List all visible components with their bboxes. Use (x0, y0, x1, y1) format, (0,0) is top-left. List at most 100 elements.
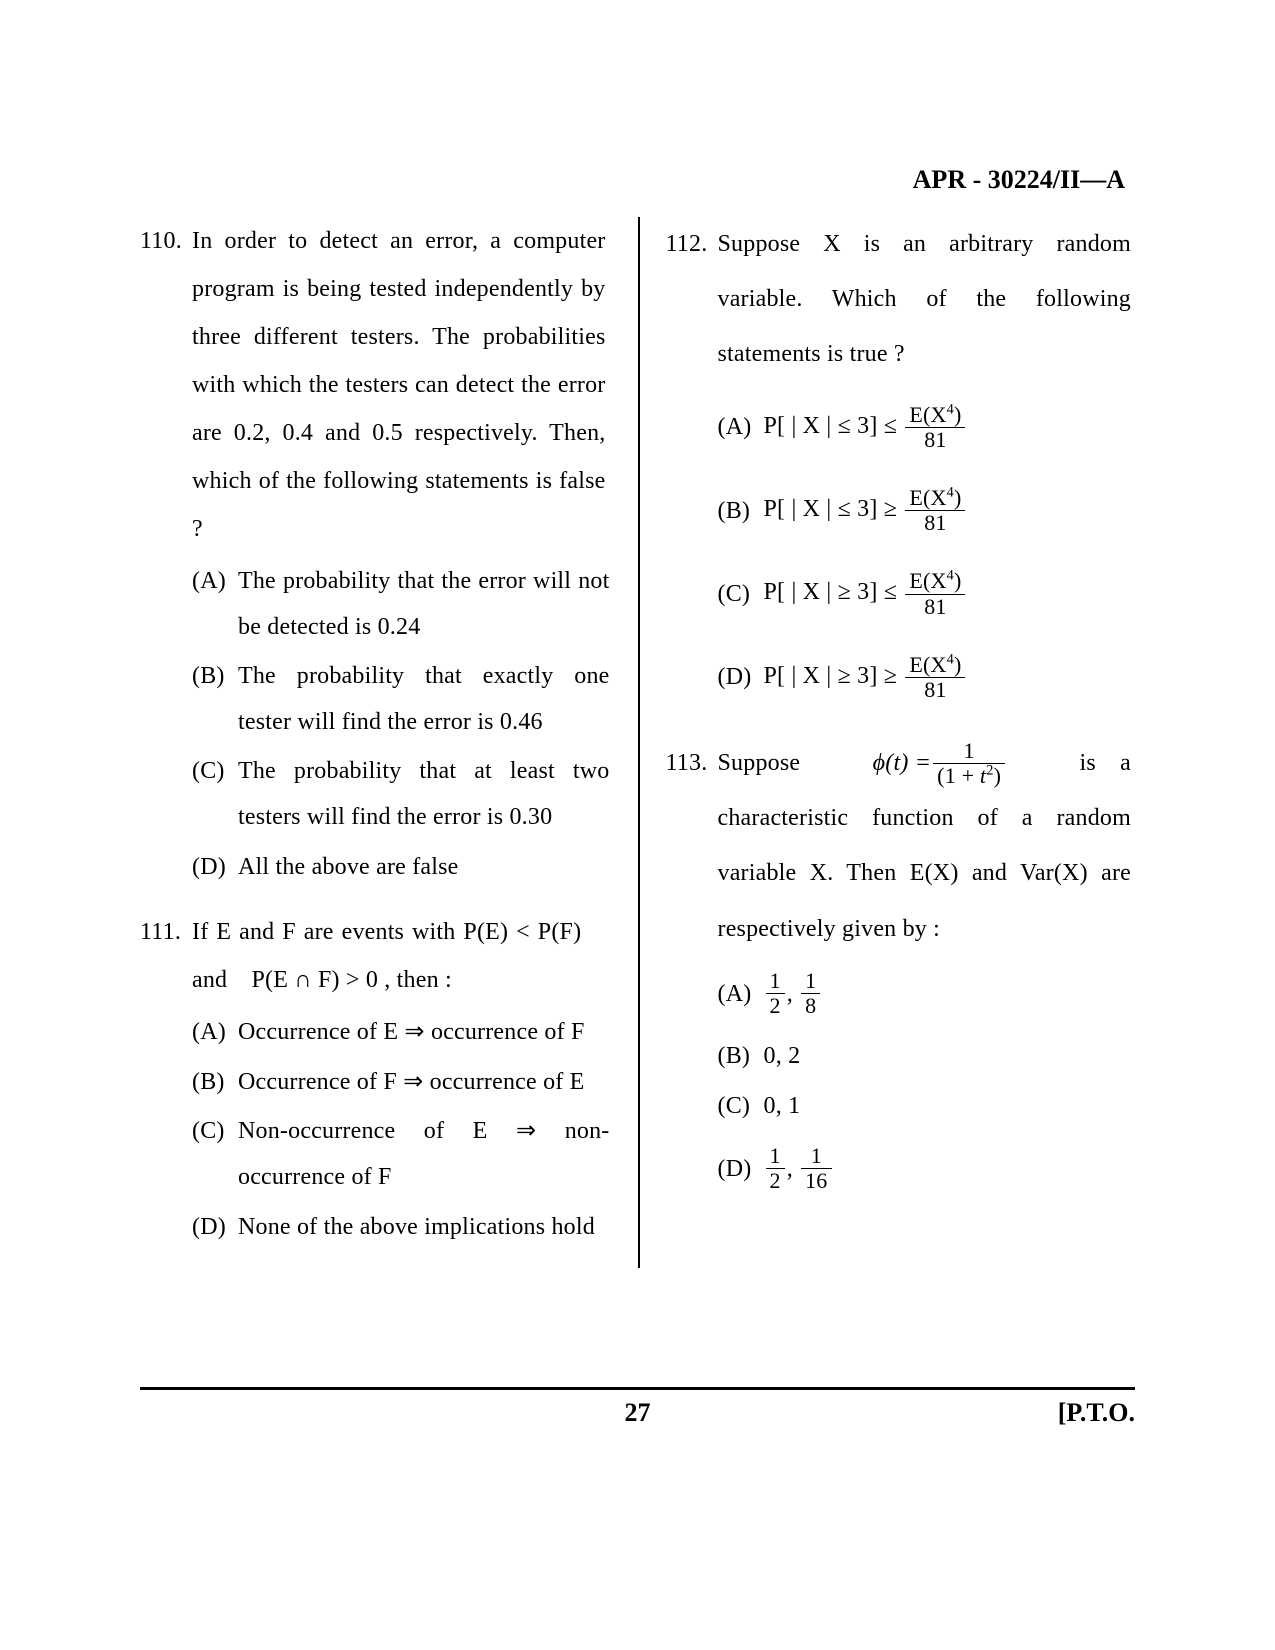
option-label: (D) (718, 1157, 764, 1181)
denominator: 81 (905, 678, 965, 702)
option-label: (A) (192, 1010, 238, 1056)
fraction: E(X4)81 (905, 403, 965, 452)
option-112-B[interactable]: (B) P[ | X | ≤ 3] ≥ E(X4)81 (718, 486, 1136, 535)
question-110: 110.In order to detect an error, a compu… (140, 217, 610, 890)
option-111-D[interactable]: (D) None of the above implications hold (192, 1205, 610, 1251)
question-number: 112. (666, 217, 718, 272)
numerator: 1 (801, 969, 820, 994)
phi-lhs: ϕ(t) = (873, 736, 932, 791)
is-a-text: is a (1080, 736, 1131, 791)
math-lhs: P[ | X | ≤ 3] ≥ (764, 496, 898, 522)
paper-code-header: APR - 30224/II—A (140, 165, 1135, 195)
fraction: E(X4)81 (905, 569, 965, 618)
numerator: E(X4) (905, 569, 965, 594)
denominator: 2 (766, 994, 785, 1018)
question-number: 111. (140, 908, 192, 956)
q113-rest: characteristic function of a random vari… (718, 805, 1132, 941)
option-text: The probability that the error will not … (238, 559, 610, 650)
option-label: (B) (192, 1060, 238, 1106)
option-label: (D) (718, 665, 764, 689)
question-number: 113. (666, 736, 718, 791)
option-text: All the above are false (238, 845, 610, 891)
denominator: 81 (905, 595, 965, 619)
column-divider (638, 217, 640, 1268)
option-110-A[interactable]: (A) The probability that the error will … (192, 559, 610, 650)
option-math: P[ | X | ≥ 3] ≤ E(X4)81 (764, 569, 1136, 618)
numerator: E(X4) (905, 486, 965, 511)
option-111-C[interactable]: (C) Non-occurrence of E ⇒ non-occurrence… (192, 1109, 610, 1200)
denominator: (1 + t2) (933, 764, 1005, 788)
option-110-D[interactable]: (D) All the above are false (192, 845, 610, 891)
option-112-A[interactable]: (A) P[ | X | ≤ 3] ≤ E(X4)81 (718, 403, 1136, 452)
options-110: (A) The probability that the error will … (192, 559, 610, 890)
option-label: (D) (192, 1205, 238, 1251)
option-label: (B) (718, 499, 764, 523)
option-math: P[ | X | ≥ 3] ≥ E(X4)81 (764, 653, 1136, 702)
numerator: 1 (933, 739, 1005, 764)
option-label: (A) (718, 982, 764, 1006)
question-text: In order to detect an error, a computer … (192, 217, 606, 553)
question-number: 110. (140, 217, 192, 265)
option-110-C[interactable]: (C) The probability that at least two te… (192, 749, 610, 840)
math-lhs: P[ | X | ≥ 3] ≤ (764, 580, 898, 606)
option-text: Occurrence of F ⇒ occurrence of E (238, 1060, 610, 1106)
option-text: 0, 1 (764, 1094, 1136, 1118)
option-113-A[interactable]: (A) 12 , 18 (718, 969, 1136, 1018)
option-110-B[interactable]: (B) The probability that exactly one tes… (192, 654, 610, 745)
math-lhs: P[ | X | ≤ 3] ≤ (764, 413, 898, 439)
denominator: 2 (766, 1169, 785, 1193)
numerator: E(X4) (905, 653, 965, 678)
fraction: 1(1 + t2) (933, 739, 1005, 788)
option-text: Non-occurrence of E ⇒ non-occurrence of … (238, 1109, 610, 1200)
option-text: Occurrence of E ⇒ occurrence of F (238, 1010, 610, 1056)
fraction: 12 (766, 1144, 785, 1193)
question-111: 111.If E and F are events with P(E) < P(… (140, 908, 610, 1250)
option-label: (C) (192, 1109, 238, 1200)
option-label: (C) (718, 1094, 764, 1118)
option-label: (C) (192, 749, 238, 840)
comma: , (787, 982, 799, 1006)
option-111-B[interactable]: (B) Occurrence of F ⇒ occurrence of E (192, 1060, 610, 1106)
phi-expr: ϕ(t) = 1(1 + t2) (873, 736, 1007, 791)
question-text: Suppose ϕ(t) = 1(1 + t2) is a characteri… (718, 736, 1132, 957)
option-math: 12 , 18 (764, 969, 1136, 1018)
option-math: P[ | X | ≤ 3] ≥ E(X4)81 (764, 486, 1136, 535)
fraction: 116 (801, 1144, 831, 1193)
numerator: 1 (766, 1144, 785, 1169)
option-113-B[interactable]: (B) 0, 2 (718, 1044, 1136, 1068)
option-text: 0, 2 (764, 1044, 1136, 1068)
options-112: (A) P[ | X | ≤ 3] ≤ E(X4)81 (B) P[ | X |… (718, 403, 1136, 703)
option-label: (C) (718, 582, 764, 606)
option-112-C[interactable]: (C) P[ | X | ≥ 3] ≤ E(X4)81 (718, 569, 1136, 618)
fraction: E(X4)81 (905, 486, 965, 535)
option-math: P[ | X | ≤ 3] ≤ E(X4)81 (764, 403, 1136, 452)
denominator: 8 (801, 994, 820, 1018)
option-112-D[interactable]: (D) P[ | X | ≥ 3] ≥ E(X4)81 (718, 653, 1136, 702)
options-111: (A) Occurrence of E ⇒ occurrence of F (B… (192, 1010, 610, 1250)
fraction: 18 (801, 969, 820, 1018)
exam-page: APR - 30224/II—A 110.In order to detect … (0, 0, 1275, 1650)
option-113-D[interactable]: (D) 12 , 116 (718, 1144, 1136, 1193)
suppose-text: Suppose (718, 736, 801, 791)
right-column: 112.Suppose X is an arbitrary random var… (638, 217, 1136, 1268)
option-113-C[interactable]: (C) 0, 1 (718, 1094, 1136, 1118)
option-111-A[interactable]: (A) Occurrence of E ⇒ occurrence of F (192, 1010, 610, 1056)
option-label: (A) (192, 559, 238, 650)
question-text: If E and F are events with P(E) < P(F) a… (192, 908, 606, 1004)
question-text: Suppose X is an arbitrary random variabl… (718, 217, 1132, 383)
option-text: The probability that at least two tester… (238, 749, 610, 840)
option-text: None of the above implications hold (238, 1205, 610, 1251)
question-113: 113. Suppose ϕ(t) = 1(1 + t2) is a chara… (666, 736, 1136, 1194)
page-footer: 27 [P.T.O. (140, 1398, 1135, 1428)
numerator: 1 (801, 1144, 831, 1169)
footer-rule (140, 1387, 1135, 1390)
fraction: 12 (766, 969, 785, 1018)
denominator: 81 (905, 428, 965, 452)
option-label: (B) (718, 1044, 764, 1068)
page-number: 27 (140, 1398, 1135, 1428)
question-112: 112.Suppose X is an arbitrary random var… (666, 217, 1136, 702)
fraction: E(X4)81 (905, 653, 965, 702)
numerator: 1 (766, 969, 785, 994)
option-text: The probability that exactly one tester … (238, 654, 610, 745)
denominator: 16 (801, 1169, 831, 1193)
